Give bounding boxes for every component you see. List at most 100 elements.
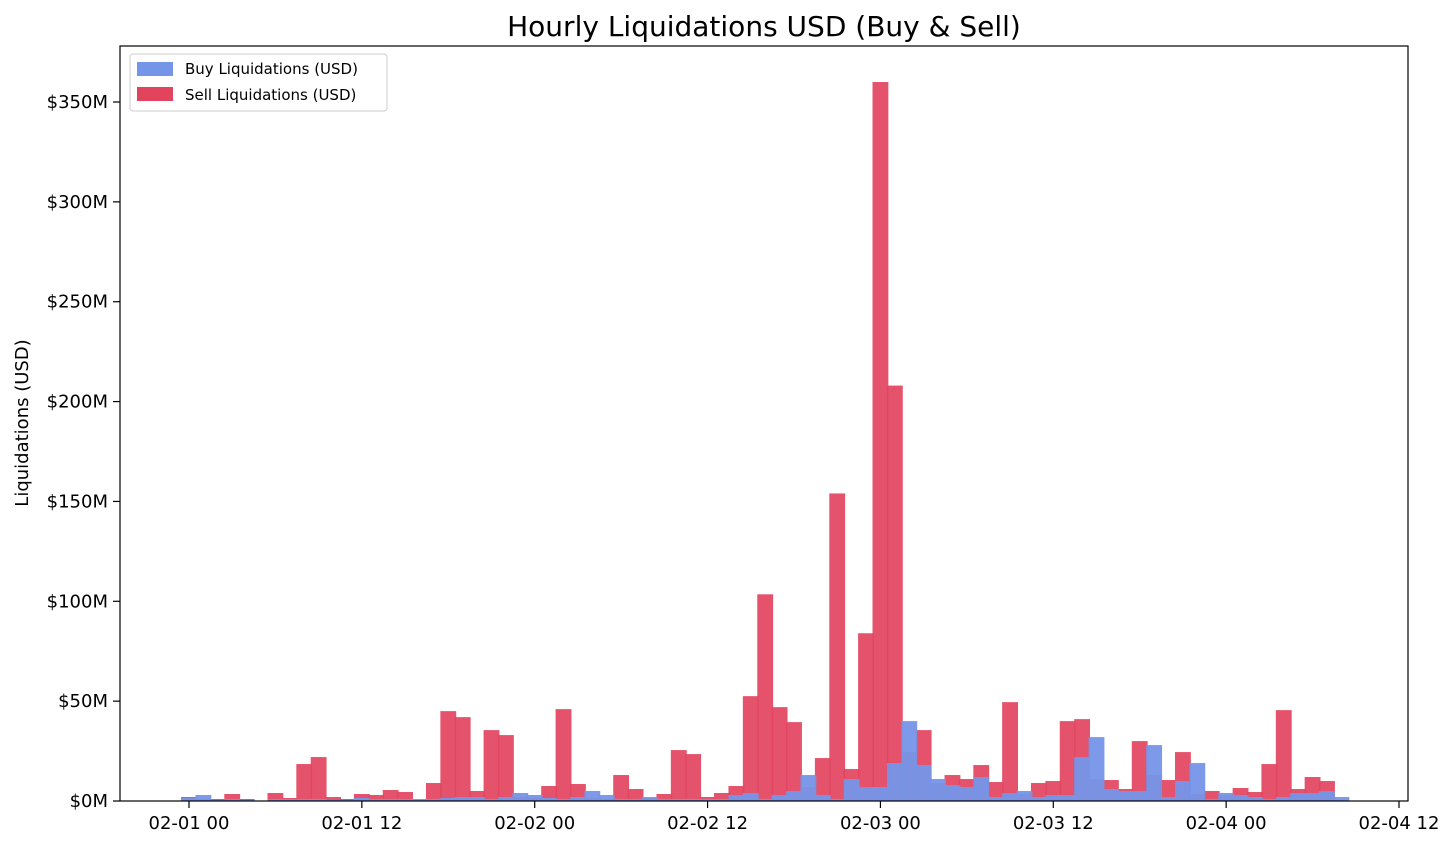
sell-bar <box>454 717 471 801</box>
buy-bar <box>1146 745 1163 801</box>
buy-bar <box>1304 793 1321 801</box>
y-tick-label: $300M <box>47 192 108 213</box>
buy-bar <box>397 799 413 801</box>
sell-bar <box>469 791 486 801</box>
sell-bar <box>382 790 399 801</box>
sell-bar <box>1275 710 1292 801</box>
buy-bar <box>584 791 601 801</box>
sell-bar <box>325 797 341 801</box>
buy-bar <box>814 795 831 801</box>
sell-bar <box>440 711 457 801</box>
buy-bar <box>1131 791 1148 801</box>
x-axis: 02-01 00 02-01 12 02-02 00 02-02 12 02-03 00… <box>149 801 1440 834</box>
buy-bar <box>1074 757 1091 801</box>
chart-title: Hourly Liquidations USD (Buy & Sell) <box>507 10 1021 43</box>
sell-bar <box>310 757 327 801</box>
sell-bar <box>872 82 889 801</box>
sell-bar <box>656 794 673 801</box>
sell-bar <box>987 782 1004 801</box>
sell-bar <box>685 754 702 801</box>
buy-bar <box>454 797 471 801</box>
buy-bar <box>973 777 990 801</box>
sell-bar <box>570 784 586 801</box>
buy-bar <box>627 799 644 801</box>
buy-bar <box>1218 793 1235 801</box>
y-tick-label: $0M <box>70 791 108 812</box>
sell-bar <box>1261 764 1278 801</box>
sell-bar <box>497 735 514 801</box>
buy-bar <box>987 797 1004 801</box>
sell-bar <box>1030 783 1047 801</box>
buy-bar <box>670 799 687 801</box>
buy-bar <box>541 798 558 801</box>
y-tick-label: $250M <box>47 292 108 313</box>
buy-bar <box>310 799 327 801</box>
sell-bar <box>886 385 903 801</box>
sell-bars-group <box>181 82 1335 801</box>
sell-bar <box>483 730 500 801</box>
buy-bars-group <box>181 721 1350 801</box>
buy-bar <box>469 797 486 801</box>
buy-bar <box>1002 793 1018 801</box>
sell-bar <box>858 633 874 801</box>
buy-bar <box>411 799 428 801</box>
buy-bar <box>224 799 241 801</box>
buy-bar <box>930 779 946 801</box>
sell-bar <box>1247 792 1263 801</box>
sell-bar <box>786 722 802 801</box>
buy-bar <box>728 795 745 801</box>
buy-bar <box>181 798 197 801</box>
buy-bar <box>1247 797 1263 801</box>
y-tick-label: $200M <box>47 392 108 413</box>
buy-bar <box>699 799 716 801</box>
buy-bar <box>296 799 313 801</box>
buy-bar <box>742 793 759 801</box>
legend: Buy Liquidations (USD) Sell Liquidations… <box>129 53 388 112</box>
buy-bar <box>958 787 975 801</box>
legend-label-buy: Buy Liquidations (USD) <box>185 60 358 78</box>
sell-bar <box>425 783 442 801</box>
buy-bar <box>901 721 918 801</box>
sell-bar <box>267 793 284 801</box>
buy-bar <box>483 799 500 801</box>
buy-bar <box>714 799 730 801</box>
legend-label-sell: Sell Liquidations (USD) <box>185 86 356 104</box>
x-tick-label: 02-04 12 <box>1359 813 1440 834</box>
buy-bar <box>1117 791 1134 801</box>
sell-bar <box>627 789 644 801</box>
sell-bar <box>353 794 370 801</box>
buy-bar <box>555 799 572 801</box>
buy-bar <box>1059 795 1076 801</box>
x-tick-label: 02-03 00 <box>840 813 921 834</box>
sell-bar <box>397 792 413 801</box>
sell-bar <box>1160 780 1177 801</box>
x-tick-label: 02-01 00 <box>149 813 230 834</box>
buy-bar <box>382 799 399 801</box>
buy-bar <box>512 793 529 801</box>
buy-bar <box>858 787 874 801</box>
buy-bar <box>1232 795 1249 801</box>
y-tick-label: $50M <box>58 691 108 712</box>
buy-bar <box>1333 797 1350 801</box>
buy-bar <box>281 799 298 801</box>
buy-bar <box>1175 781 1191 801</box>
buy-bar <box>267 799 284 801</box>
buy-bar <box>1261 799 1278 801</box>
buy-bar <box>1290 793 1307 801</box>
buy-bar <box>353 798 370 801</box>
y-tick-label: $150M <box>47 491 108 512</box>
y-axis-label: Liquidations (USD) <box>12 339 33 506</box>
sell-bar <box>1131 741 1148 801</box>
buy-bar <box>786 791 802 801</box>
buy-bar <box>425 799 442 801</box>
sell-bar <box>757 594 774 801</box>
buy-bar <box>829 799 846 801</box>
sell-bar <box>296 764 313 801</box>
sell-bar <box>742 696 759 801</box>
sell-bar <box>814 758 831 801</box>
buy-bar <box>685 799 702 801</box>
sell-bar <box>670 750 687 801</box>
buy-bar <box>886 763 903 801</box>
legend-swatch-sell <box>137 87 173 101</box>
